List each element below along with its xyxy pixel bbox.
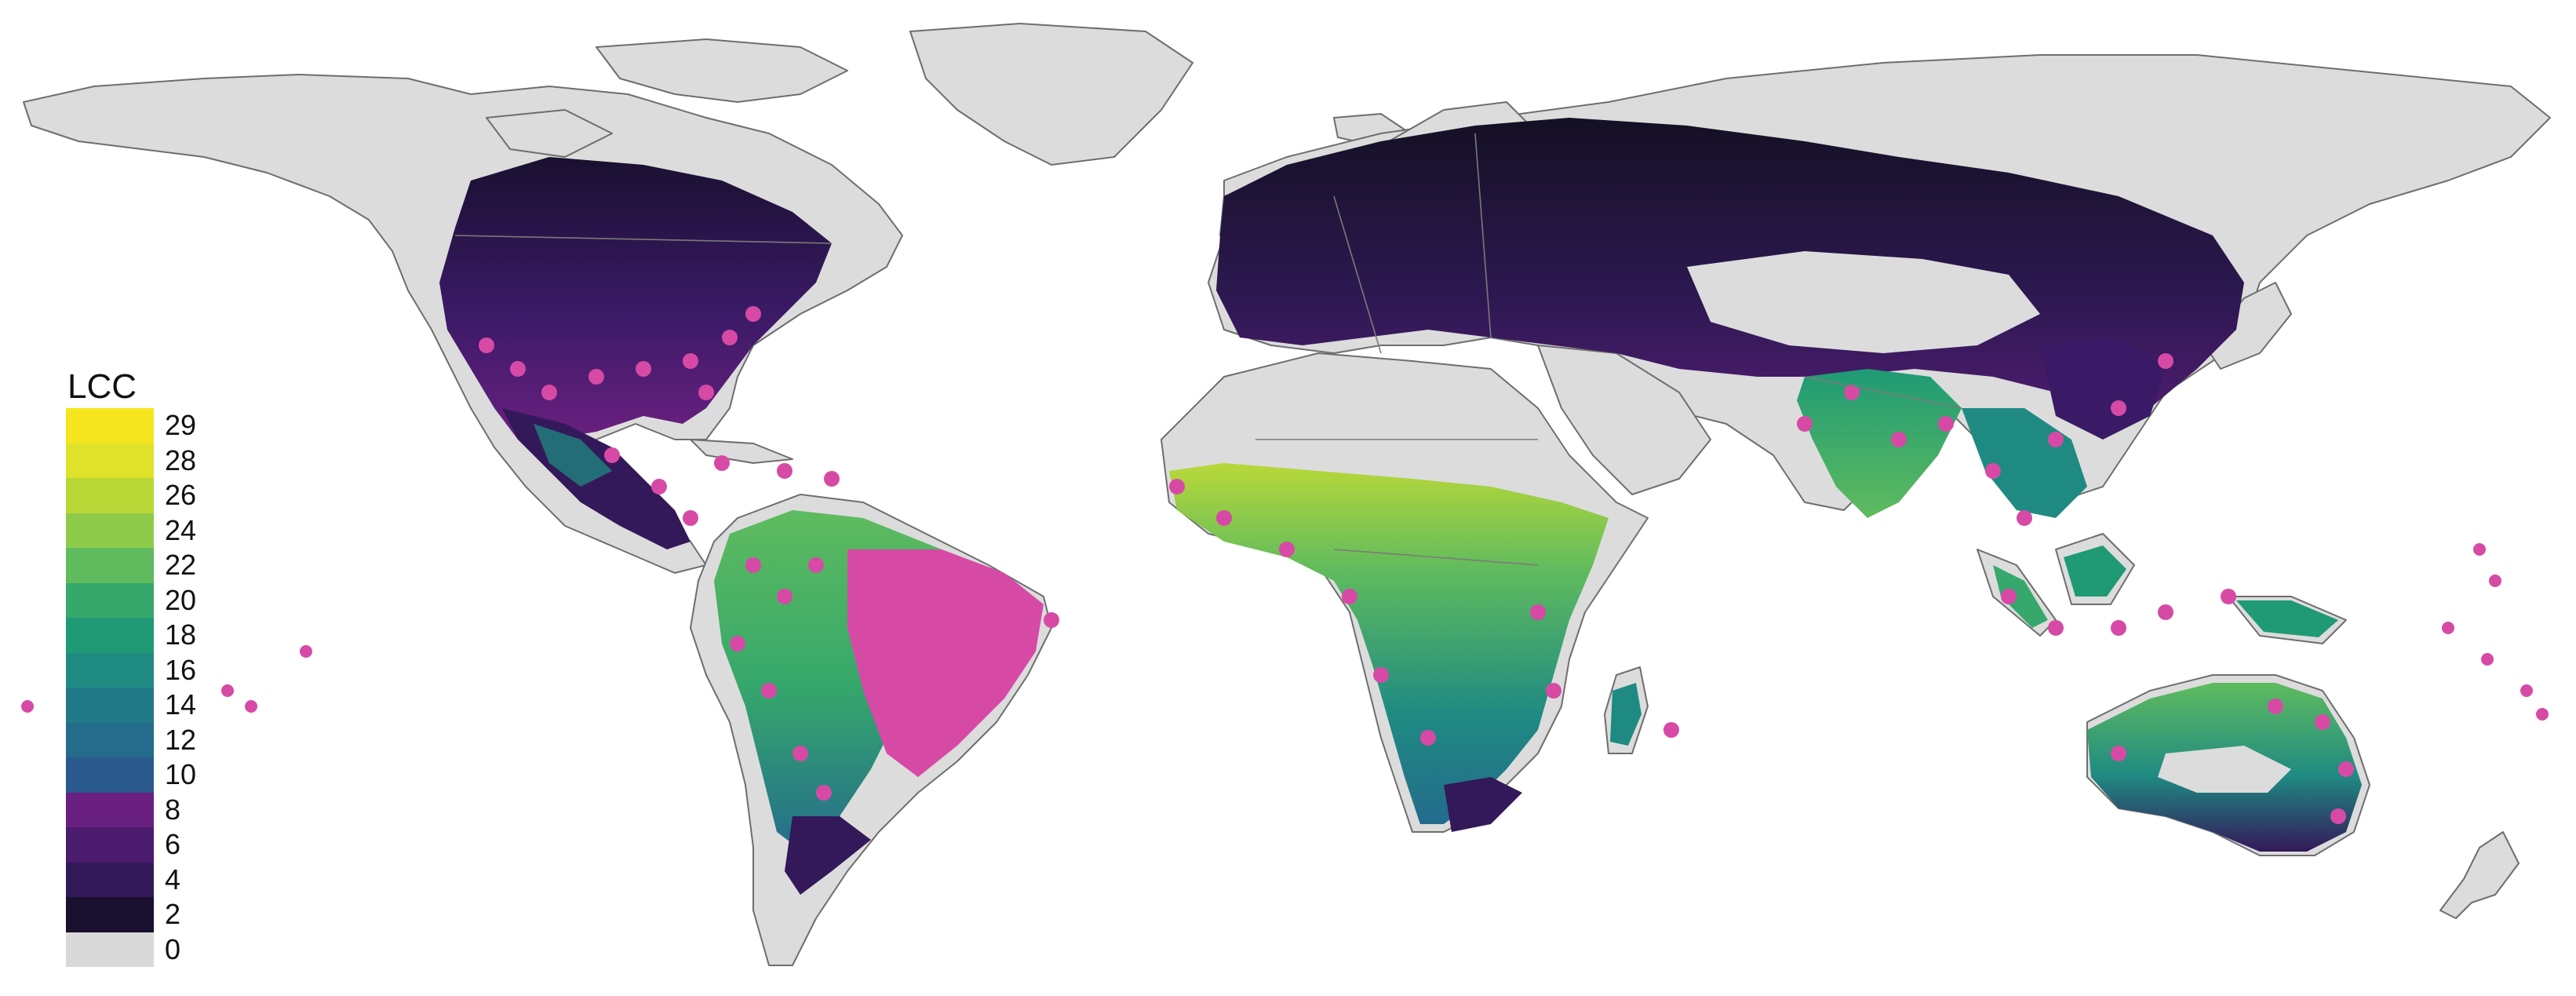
arabia-land [1537, 345, 1711, 495]
legend-swatch [66, 443, 154, 478]
legend-label: 16 [165, 653, 197, 686]
legend-label: 29 [165, 409, 197, 441]
south-asia-lcc [1797, 369, 1962, 518]
legend-swatch [66, 548, 154, 583]
australia-interior-nodata [2158, 746, 2291, 793]
north-america-lcc [439, 157, 832, 440]
madagascar-lcc [1610, 683, 1641, 746]
legend-label: 28 [165, 443, 197, 476]
legend-label: 8 [165, 793, 181, 826]
legend-swatch [66, 582, 154, 618]
legend-entry: 16 [66, 652, 239, 688]
legend-entry: 2 [66, 897, 239, 932]
arctic-islands-land [596, 38, 848, 103]
legend-label: 12 [165, 723, 197, 756]
legend-swatch [66, 618, 154, 653]
borneo-lcc [2064, 545, 2126, 597]
legend-swatch [66, 513, 154, 548]
legend-swatch [66, 688, 154, 723]
legend-label: 14 [165, 688, 197, 721]
mexico-teal [534, 424, 612, 487]
legend-label: 10 [165, 758, 197, 790]
occurrence-points [21, 306, 2549, 824]
legend-entry: 24 [66, 513, 239, 548]
legend-swatch [66, 897, 154, 932]
cuba-land [690, 439, 793, 464]
greenland-land [909, 23, 1193, 166]
new-zealand-land [2439, 831, 2520, 919]
legend-label: 26 [165, 479, 197, 511]
legend-title: LCC [67, 367, 137, 406]
legend-swatch [66, 792, 154, 827]
east-asia-lcc [2040, 337, 2166, 440]
lcc-regions [439, 118, 2362, 895]
arctic-island-2 [486, 109, 613, 158]
legend-entry: 18 [66, 618, 239, 653]
south-america-south-lcc [785, 816, 871, 895]
legend-entry: 4 [66, 862, 239, 897]
legend-entry: 26 [66, 478, 239, 513]
legend-entry: 6 [66, 827, 239, 863]
legend-swatch [66, 862, 154, 897]
legend: 29 28 26 24 22 20 18 16 14 12 10 8 6 4 2 0 [66, 408, 239, 967]
legend-label: 6 [165, 828, 181, 860]
legend-label: 2 [165, 898, 181, 930]
africa-lcc [1169, 463, 1609, 824]
legend-label: 0 [165, 932, 181, 965]
africa-south-lcc [1444, 777, 1522, 832]
legend-swatch [66, 408, 154, 443]
legend-label: 24 [165, 513, 197, 546]
legend-swatch [66, 478, 154, 513]
legend-entry: 0 [66, 932, 239, 967]
legend-entry: 8 [66, 792, 239, 827]
legend-label: 4 [165, 863, 181, 896]
legend-label: 20 [165, 583, 197, 616]
legend-label: 22 [165, 549, 197, 581]
legend-entry: 12 [66, 722, 239, 757]
legend-entry: 22 [66, 548, 239, 583]
legend-swatch [66, 932, 154, 967]
legend-entry: 10 [66, 757, 239, 793]
legend-swatch [66, 722, 154, 757]
legend-entry: 29 [66, 408, 239, 443]
legend-entry: 28 [66, 443, 239, 478]
legend-label: 18 [165, 618, 197, 651]
legend-entry: 14 [66, 688, 239, 723]
legend-swatch [66, 827, 154, 863]
indonesia-lcc [1993, 565, 2048, 628]
legend-swatch [66, 757, 154, 793]
south-america-magenta [847, 549, 1044, 777]
legend-entry: 20 [66, 582, 239, 618]
legend-swatch [66, 652, 154, 688]
central-asia-nodata [1687, 251, 2040, 353]
new-guinea-lcc [2236, 600, 2338, 637]
country-borders [454, 133, 1962, 566]
